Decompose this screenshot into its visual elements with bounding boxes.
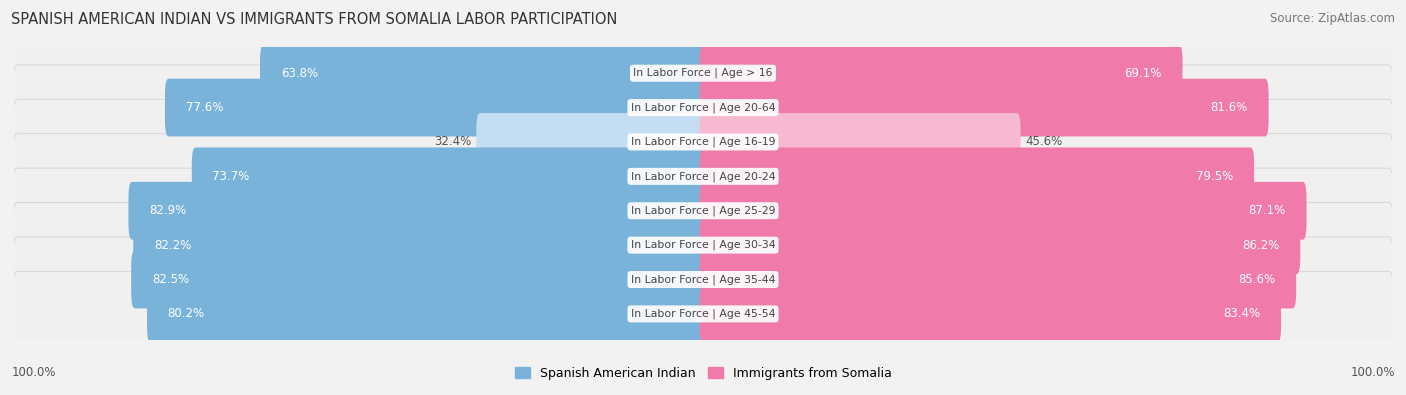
FancyBboxPatch shape: [13, 99, 1393, 184]
Text: 81.6%: 81.6%: [1211, 101, 1249, 114]
Text: 82.9%: 82.9%: [149, 204, 187, 217]
Text: In Labor Force | Age 16-19: In Labor Force | Age 16-19: [631, 137, 775, 147]
FancyBboxPatch shape: [13, 134, 1393, 219]
Text: 85.6%: 85.6%: [1239, 273, 1275, 286]
Text: 32.4%: 32.4%: [434, 135, 471, 149]
Text: In Labor Force | Age 30-34: In Labor Force | Age 30-34: [631, 240, 775, 250]
FancyBboxPatch shape: [700, 182, 1306, 240]
Text: 69.1%: 69.1%: [1125, 67, 1161, 80]
Text: 82.5%: 82.5%: [152, 273, 188, 286]
Text: 86.2%: 86.2%: [1243, 239, 1279, 252]
FancyBboxPatch shape: [165, 79, 706, 136]
FancyBboxPatch shape: [700, 251, 1296, 308]
FancyBboxPatch shape: [13, 237, 1393, 322]
Text: Source: ZipAtlas.com: Source: ZipAtlas.com: [1270, 12, 1395, 25]
FancyBboxPatch shape: [13, 30, 1393, 116]
FancyBboxPatch shape: [13, 203, 1393, 288]
Text: 77.6%: 77.6%: [186, 101, 224, 114]
FancyBboxPatch shape: [260, 44, 706, 102]
FancyBboxPatch shape: [700, 285, 1281, 343]
Text: In Labor Force | Age 20-64: In Labor Force | Age 20-64: [631, 102, 775, 113]
FancyBboxPatch shape: [134, 216, 706, 274]
Text: 87.1%: 87.1%: [1249, 204, 1286, 217]
Text: 45.6%: 45.6%: [1025, 135, 1063, 149]
Text: In Labor Force | Age 25-29: In Labor Force | Age 25-29: [631, 205, 775, 216]
FancyBboxPatch shape: [700, 79, 1268, 136]
Text: 100.0%: 100.0%: [11, 366, 56, 379]
Text: 80.2%: 80.2%: [167, 307, 205, 320]
FancyBboxPatch shape: [700, 44, 1182, 102]
FancyBboxPatch shape: [13, 271, 1393, 357]
FancyBboxPatch shape: [131, 251, 706, 308]
Text: 63.8%: 63.8%: [281, 67, 318, 80]
Text: 73.7%: 73.7%: [212, 170, 250, 183]
FancyBboxPatch shape: [700, 113, 1021, 171]
Legend: Spanish American Indian, Immigrants from Somalia: Spanish American Indian, Immigrants from…: [509, 362, 897, 385]
Text: 100.0%: 100.0%: [1350, 366, 1395, 379]
FancyBboxPatch shape: [477, 113, 706, 171]
Text: In Labor Force | Age > 16: In Labor Force | Age > 16: [633, 68, 773, 79]
Text: In Labor Force | Age 20-24: In Labor Force | Age 20-24: [631, 171, 775, 182]
FancyBboxPatch shape: [13, 65, 1393, 150]
FancyBboxPatch shape: [148, 285, 706, 343]
Text: SPANISH AMERICAN INDIAN VS IMMIGRANTS FROM SOMALIA LABOR PARTICIPATION: SPANISH AMERICAN INDIAN VS IMMIGRANTS FR…: [11, 12, 617, 27]
Text: In Labor Force | Age 35-44: In Labor Force | Age 35-44: [631, 274, 775, 285]
FancyBboxPatch shape: [191, 147, 706, 205]
FancyBboxPatch shape: [13, 168, 1393, 253]
Text: 83.4%: 83.4%: [1223, 307, 1260, 320]
Text: 79.5%: 79.5%: [1197, 170, 1233, 183]
FancyBboxPatch shape: [128, 182, 706, 240]
FancyBboxPatch shape: [700, 147, 1254, 205]
Text: In Labor Force | Age 45-54: In Labor Force | Age 45-54: [631, 308, 775, 319]
Text: 82.2%: 82.2%: [153, 239, 191, 252]
FancyBboxPatch shape: [700, 216, 1301, 274]
